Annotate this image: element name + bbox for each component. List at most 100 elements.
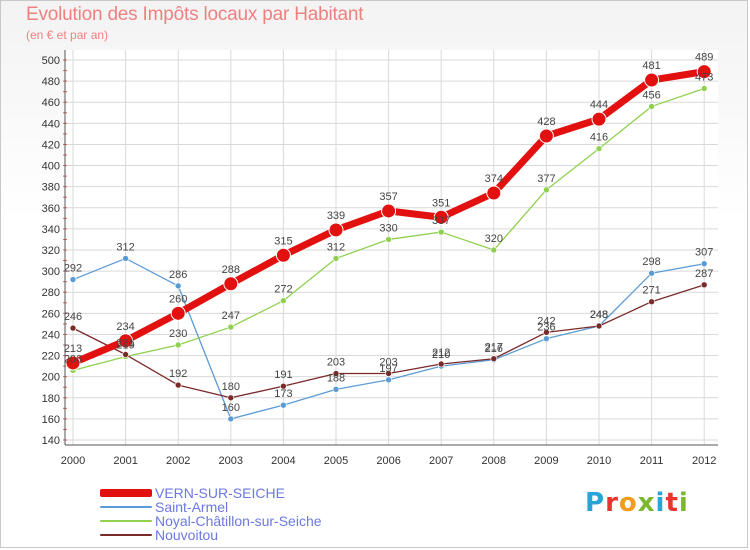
data-point: [595, 145, 603, 152]
data-point: [118, 333, 134, 349]
y-tick-label: 260: [42, 308, 60, 320]
data-point: [648, 103, 655, 110]
data-point: [174, 381, 182, 389]
data-point: [648, 269, 655, 277]
y-tick-label: 220: [42, 351, 60, 363]
chart-title: Evolution des Impôts locaux par Habitant: [26, 4, 364, 25]
data-label: 271: [642, 285, 660, 297]
data-label: 188: [327, 372, 345, 384]
data-point: [170, 305, 186, 321]
logo-letter: x: [637, 488, 656, 518]
legend-item: Noyal-Châtillon-sur-Seiche: [100, 513, 420, 529]
y-tick-label: 500: [42, 55, 60, 67]
y-tick-label: 320: [42, 245, 60, 257]
y-tick-label: 360: [42, 203, 60, 215]
x-tick-label: 2001: [113, 455, 137, 467]
data-label: 217: [485, 342, 503, 354]
x-tick-label: 2002: [166, 455, 190, 467]
logo-letter: i: [678, 488, 689, 518]
data-point: [696, 64, 712, 80]
data-label: 192: [169, 368, 187, 380]
legend-swatch: [100, 534, 152, 536]
y-tick-label: 240: [42, 329, 60, 341]
proxiti-logo: Proxiti: [585, 488, 689, 518]
x-tick-label: 2010: [587, 455, 611, 467]
x-tick-label: 2012: [692, 455, 716, 467]
x-tick-label: 2011: [640, 455, 664, 467]
data-point: [648, 298, 655, 306]
data-point: [280, 401, 287, 409]
data-label: 377: [537, 173, 555, 185]
legend-item: VERN-SUR-SEICHE: [100, 485, 420, 501]
data-point: [433, 209, 449, 225]
legend-swatch: [100, 520, 152, 522]
data-label: 320: [485, 233, 503, 245]
data-point: [437, 228, 445, 236]
data-label: 312: [116, 241, 134, 253]
y-tick-label: 380: [42, 182, 60, 194]
data-label: 247: [222, 310, 240, 322]
data-point: [385, 236, 392, 243]
data-label: 292: [64, 263, 82, 275]
logo-letter: i: [655, 488, 666, 518]
x-tick-label: 2003: [219, 455, 243, 467]
data-label: 298: [642, 256, 660, 268]
data-label: 312: [327, 241, 345, 253]
data-point: [65, 355, 81, 371]
legend-label: Noyal-Châtillon-sur-Seiche: [155, 513, 322, 529]
data-point: [332, 255, 340, 262]
data-point: [644, 72, 660, 88]
data-label: 160: [222, 402, 240, 414]
data-label: 236: [537, 322, 555, 334]
data-point: [381, 203, 397, 219]
logo-letter: P: [585, 488, 606, 518]
plot-area: [65, 50, 718, 445]
data-label: 339: [327, 210, 345, 222]
data-label: 197: [379, 363, 397, 375]
data-label: 242: [537, 315, 555, 327]
legend-swatch: [100, 506, 152, 508]
legend-item: Nouvoitou: [100, 527, 420, 543]
x-tick-label: 2007: [429, 455, 453, 467]
y-tick-label: 440: [42, 118, 60, 130]
x-tick-label: 2009: [534, 455, 558, 467]
data-point: [700, 281, 708, 289]
y-tick-label: 180: [42, 393, 60, 405]
data-point: [328, 222, 344, 238]
data-point: [227, 415, 235, 423]
data-label: 473: [695, 72, 713, 84]
data-label: 416: [590, 132, 608, 144]
data-label: 351: [432, 197, 450, 209]
data-point: [543, 186, 550, 194]
data-point: [227, 323, 235, 331]
data-label: 287: [695, 268, 713, 280]
data-label: 210: [432, 349, 450, 361]
data-point: [591, 111, 607, 127]
y-tick-label: 460: [42, 97, 60, 109]
x-tick-label: 2005: [324, 455, 348, 467]
data-label: 428: [537, 116, 555, 128]
x-tick-label: 2008: [482, 455, 506, 467]
data-point: [385, 376, 392, 384]
data-label: 307: [695, 247, 713, 259]
y-tick-label: 140: [42, 435, 60, 447]
data-point: [174, 282, 182, 290]
data-point: [69, 276, 77, 283]
data-label: 191: [274, 369, 292, 381]
data-label: 286: [169, 269, 187, 281]
data-label: 203: [327, 357, 345, 369]
data-label: 216: [485, 343, 503, 355]
data-label: 248: [590, 309, 608, 321]
legend-item: Saint-Armel: [100, 499, 420, 515]
data-label: 246: [64, 311, 82, 323]
legend-label: Nouvoitou: [155, 527, 219, 543]
data-label: 444: [590, 99, 608, 111]
y-tick-label: 200: [42, 372, 60, 384]
y-tick-label: 280: [42, 287, 60, 299]
data-point: [122, 255, 129, 262]
data-label: 219: [116, 340, 134, 352]
logo-letter: r: [605, 488, 619, 518]
data-point: [332, 370, 340, 377]
data-point: [595, 322, 603, 330]
data-label: 173: [274, 388, 292, 400]
